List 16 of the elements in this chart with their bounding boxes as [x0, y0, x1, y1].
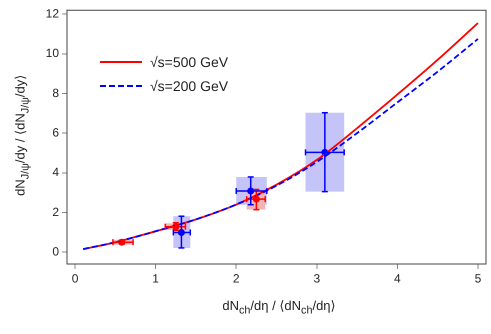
x-tick-label: 5 [474, 272, 482, 286]
x-tick-label: 2 [232, 272, 240, 286]
x-tick-label: 3 [313, 272, 320, 286]
y-tick-label: 4 [52, 165, 60, 180]
y-tick-label: 12 [46, 6, 60, 20]
legend-label: √s=500 GeV [150, 54, 228, 70]
legend-label: √s=200 GeV [150, 78, 228, 94]
y-tick-label: 6 [52, 125, 60, 140]
x-axis-title: dN$_{ch}$/dη / ⟨dN$_{ch}$/dη⟩ [221, 298, 337, 317]
x-tick-label: 4 [394, 272, 402, 286]
x-tick-label: 1 [152, 272, 160, 286]
x-tick-label: 0 [72, 272, 79, 286]
y-tick-label: 8 [52, 86, 60, 100]
y-tick-label: 2 [52, 204, 60, 219]
y-tick-label: 0 [52, 244, 60, 258]
y-tick-label: 10 [46, 46, 60, 60]
